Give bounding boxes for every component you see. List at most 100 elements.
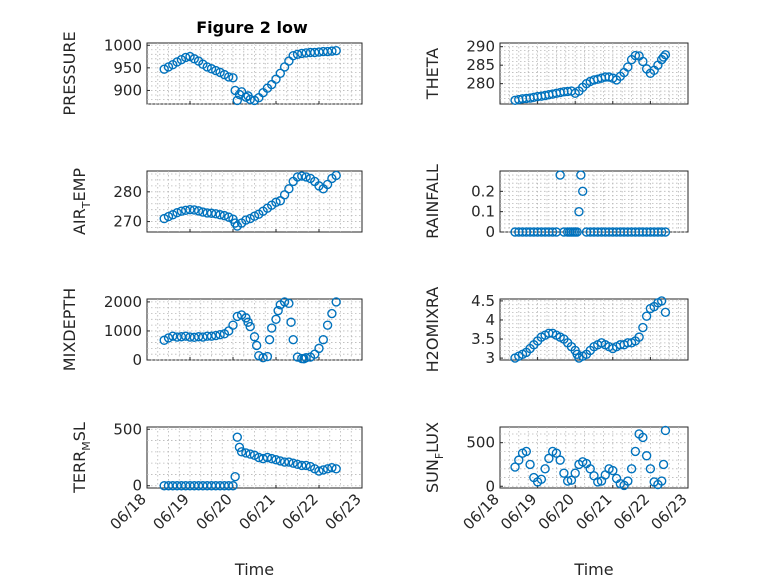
data-point — [623, 62, 633, 72]
data-point — [322, 320, 333, 330]
xtick-label: 06/22 — [279, 490, 322, 533]
data-point — [288, 334, 298, 345]
data-point — [202, 62, 212, 72]
data-point — [245, 321, 255, 332]
data-point — [180, 52, 191, 63]
data-point — [292, 459, 303, 469]
data-point — [656, 227, 667, 237]
data-point — [551, 448, 562, 458]
ytick-label: 0.1 — [471, 203, 495, 221]
xtick-label: 06/20 — [193, 490, 236, 533]
data-point — [301, 460, 311, 471]
data-point — [544, 453, 554, 464]
data-point — [232, 311, 243, 322]
data-point — [211, 330, 221, 341]
data-point — [555, 455, 565, 465]
data-point — [327, 308, 337, 319]
data-point — [608, 465, 618, 476]
y-axis-label: TERRMSL — [70, 422, 93, 494]
data-point — [159, 213, 169, 224]
data-point — [241, 448, 251, 458]
data-point — [576, 170, 586, 180]
y-axis-label: MIXDEPTH — [60, 288, 79, 371]
ytick-label: 2000 — [104, 293, 142, 311]
data-point — [258, 352, 268, 363]
data-point — [638, 322, 648, 333]
data-point — [658, 52, 669, 62]
panel-rainfall: 0 0.1 0.2 RAINFALL — [423, 164, 689, 241]
data-point — [555, 170, 565, 180]
ytick-label: 280 — [466, 75, 495, 93]
xtick-label: 06/18 — [460, 490, 503, 533]
data-point — [251, 340, 262, 351]
ytick-label: 3.5 — [471, 330, 495, 348]
xtick-label: 06/19 — [497, 490, 540, 533]
data-point — [292, 49, 303, 59]
data-point — [206, 331, 217, 341]
series-rainfall — [510, 170, 671, 237]
data-point — [223, 481, 234, 491]
y-axis-label: SUNFLUX — [423, 422, 446, 493]
data-point — [234, 442, 245, 453]
data-point — [286, 317, 296, 327]
data-point — [641, 451, 652, 461]
xtick-label: 06/18 — [107, 490, 150, 533]
data-point — [559, 468, 569, 478]
data-point — [525, 459, 535, 470]
data-point — [658, 459, 669, 470]
data-point — [223, 212, 234, 222]
ytick-label: 285 — [466, 56, 495, 74]
data-point — [566, 475, 577, 485]
data-point — [288, 50, 298, 61]
data-point — [630, 446, 641, 457]
data-point — [301, 172, 311, 182]
grid — [500, 43, 688, 104]
data-point — [547, 227, 558, 237]
data-point — [331, 170, 341, 181]
axes-frame — [499, 170, 689, 233]
data-point — [623, 476, 633, 486]
data-point — [660, 307, 671, 318]
ytick-label: 270 — [113, 213, 142, 231]
data-point — [536, 474, 547, 484]
x-axis-label: Time — [234, 560, 274, 579]
xtick-label: 06/21 — [236, 490, 279, 533]
y-axis-label: THETA — [423, 48, 442, 100]
data-point — [318, 465, 328, 475]
data-point — [245, 94, 255, 105]
data-point — [168, 210, 178, 220]
series-sun_flux — [510, 425, 671, 491]
xtick-label: 06/19 — [150, 490, 193, 533]
data-point — [297, 460, 307, 471]
data-point — [331, 464, 341, 474]
ytick-label: 4.5 — [471, 292, 495, 310]
data-point — [271, 455, 281, 465]
data-point — [660, 227, 671, 237]
y-axis-label: RAINFALL — [423, 164, 442, 239]
series-h2omixra — [510, 296, 671, 363]
data-point — [241, 215, 251, 225]
data-point — [230, 472, 240, 482]
ytick-label: 500 — [466, 434, 495, 452]
data-point — [228, 481, 238, 491]
data-point — [180, 331, 191, 341]
data-point — [284, 457, 294, 467]
data-point — [645, 464, 656, 474]
data-point — [271, 197, 281, 207]
xtick-label: 06/23 — [648, 490, 691, 533]
data-point — [223, 72, 234, 82]
data-point — [521, 446, 532, 457]
ytick-label: 1000 — [104, 36, 142, 54]
data-point — [228, 320, 238, 330]
data-point — [574, 206, 584, 217]
data-point — [301, 352, 311, 363]
data-point — [267, 323, 277, 333]
data-point — [249, 332, 260, 342]
data-point — [198, 207, 208, 217]
data-point — [163, 211, 174, 222]
data-point — [634, 332, 644, 342]
data-point — [275, 68, 285, 78]
data-point — [660, 50, 671, 60]
data-point — [193, 206, 204, 216]
data-point — [626, 464, 637, 474]
